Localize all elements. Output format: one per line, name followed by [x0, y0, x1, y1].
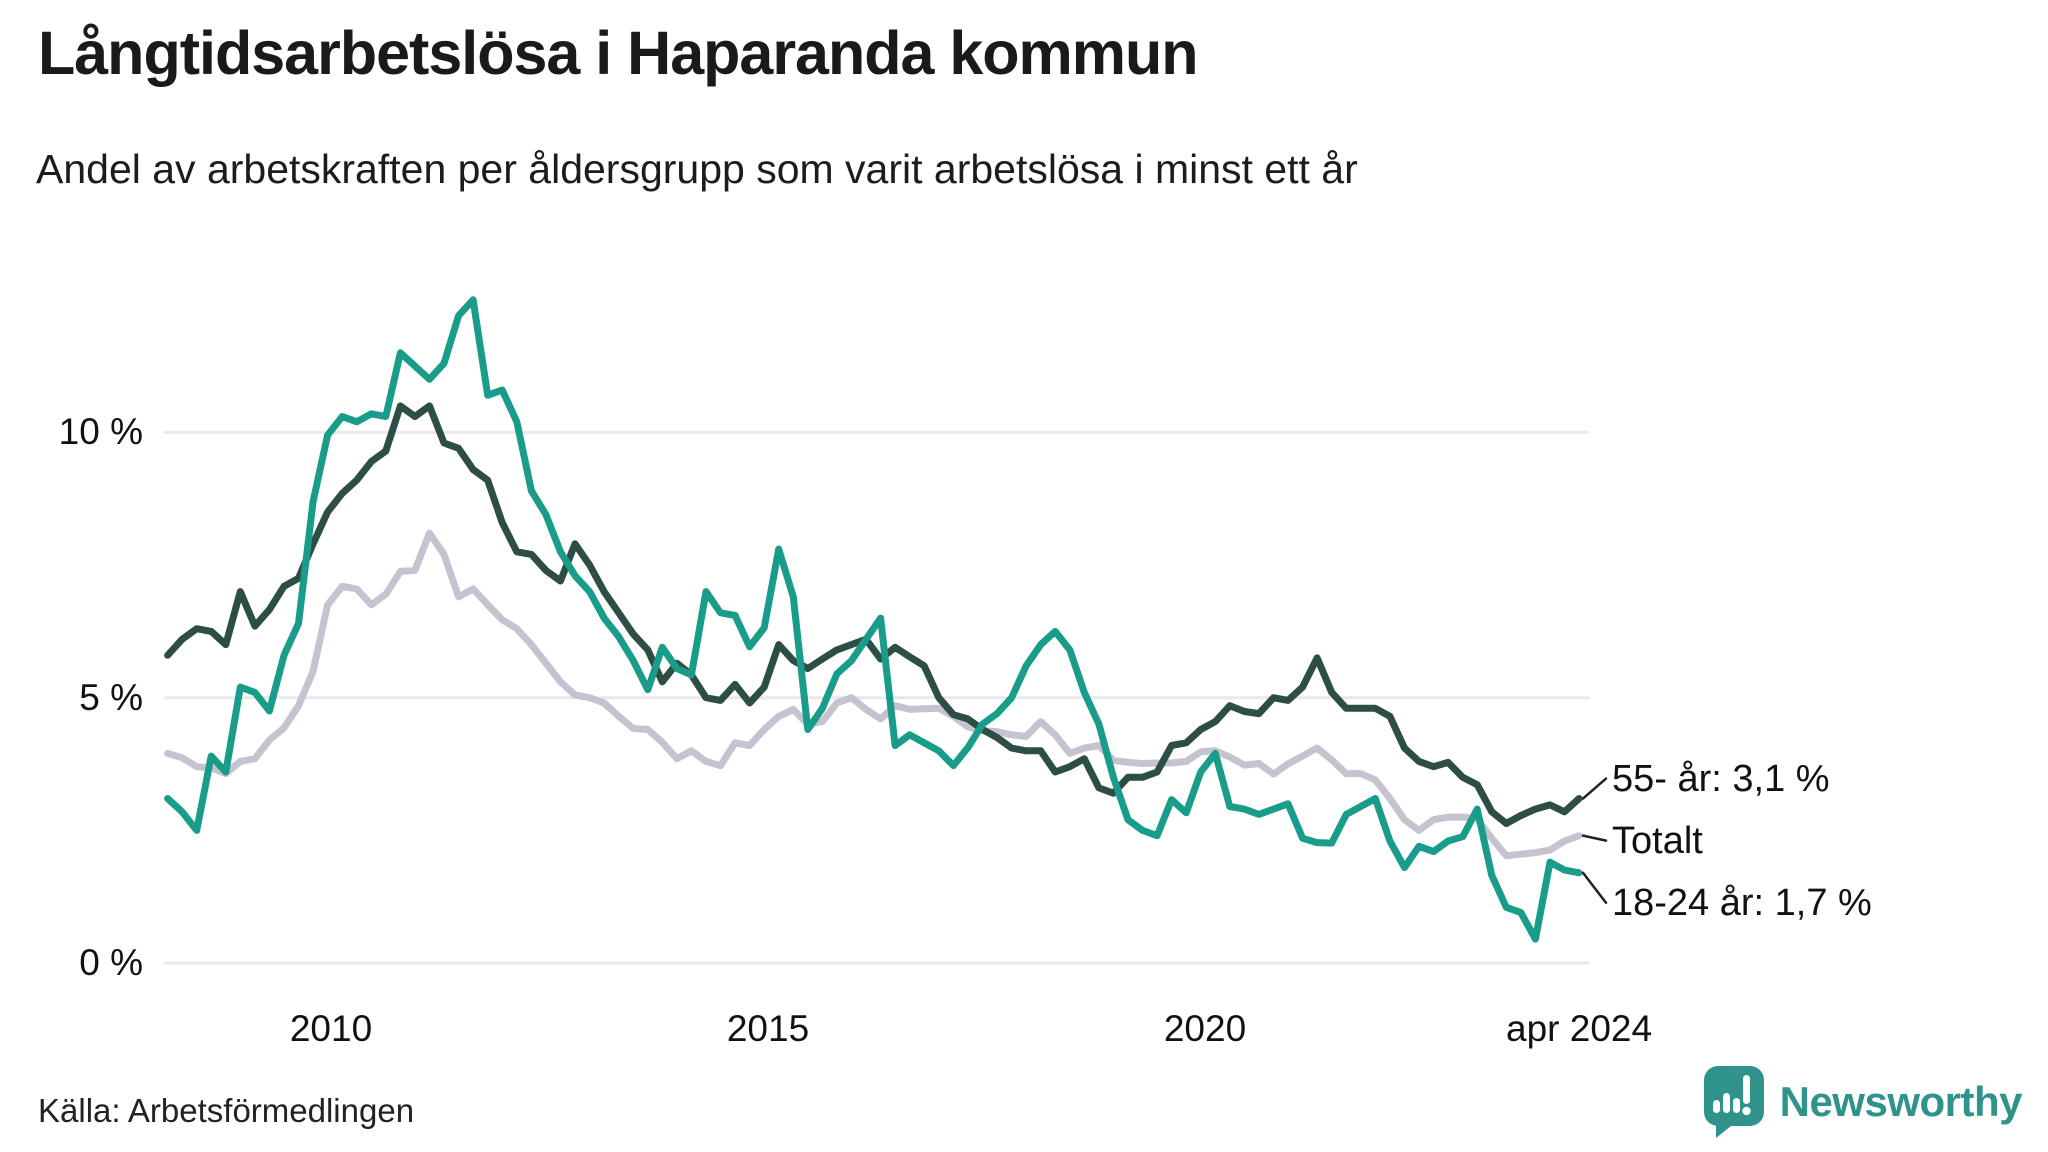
newsworthy-logo: Newsworthy: [1702, 1064, 2023, 1140]
y-tick-0: 10 %: [58, 411, 143, 453]
series-label-2: 18-24 år: 1,7 %: [1612, 881, 1872, 924]
newsworthy-logo-text: Newsworthy: [1779, 1078, 2023, 1125]
series-label-0: 55- år: 3,1 %: [1612, 757, 1830, 800]
page-title: Långtidsarbetslösa i Haparanda kommun: [38, 19, 1199, 87]
newsworthy-logo-icon: [1703, 1066, 1764, 1138]
x-tick-2: 2020: [1163, 1008, 1247, 1049]
y-tick-1: 5 %: [79, 676, 143, 718]
page-subtitle: Andel av arbetskraften per åldersgrupp s…: [36, 146, 1358, 192]
x-tick-0: 2010: [289, 1008, 373, 1049]
series-label-1: Totalt: [1612, 819, 1703, 862]
y-tick-2: 0 %: [79, 942, 143, 983]
x-tick-1: 2015: [726, 1008, 810, 1049]
x-tick-3: apr 2024: [1506, 1008, 1653, 1049]
source-note: Källa: Arbetsförmedlingen: [38, 1092, 415, 1129]
